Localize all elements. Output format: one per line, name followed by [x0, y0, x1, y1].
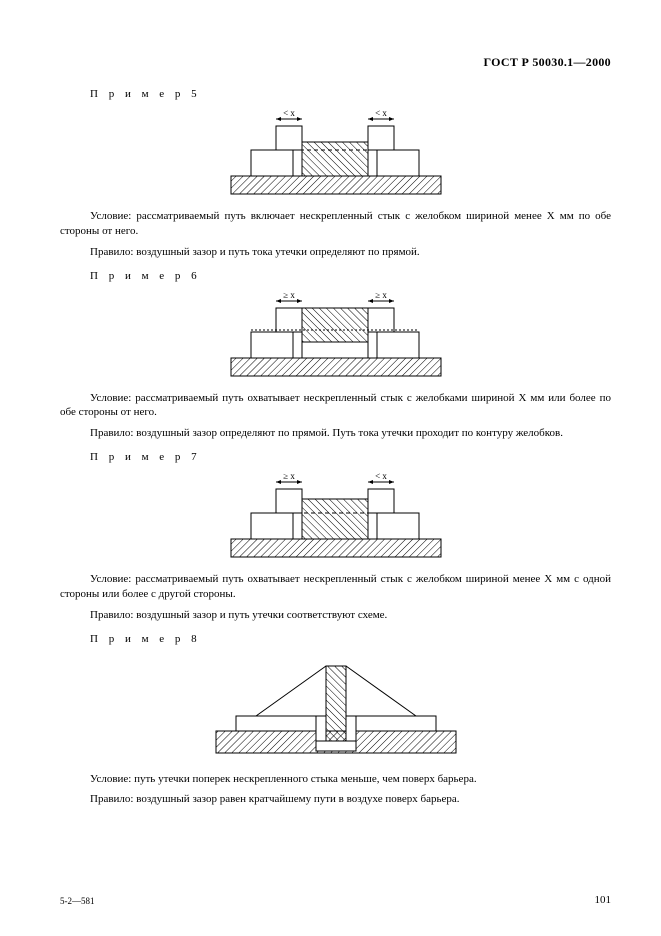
diagram-8	[206, 651, 466, 761]
dim-label-6r: ≥ x	[375, 290, 387, 300]
dim-label-6l: ≥ x	[283, 290, 295, 300]
example-label-8: П р и м е р 8	[90, 633, 611, 645]
diagram-7: ≥ x < x	[221, 469, 451, 561]
page-number: 101	[595, 894, 612, 906]
dim-arrow-right: < x	[368, 108, 394, 121]
footer-left: 5-2—581	[60, 896, 95, 906]
example-label-7: П р и м е р 7	[90, 451, 611, 463]
rule-7: Правило: воздушный зазор и путь утечки с…	[60, 608, 611, 623]
figure-7: ≥ x < x	[60, 469, 611, 566]
dim-label-left: < x	[283, 108, 295, 118]
dim-label-right: < x	[375, 108, 387, 118]
dim-label-7r: < x	[375, 471, 387, 481]
document-header: ГОСТ Р 50030.1—2000	[60, 55, 611, 70]
dim-label-7l: ≥ x	[283, 471, 295, 481]
rule-6: Правило: воздушный зазор определяют по п…	[60, 426, 611, 441]
rule-5: Правило: воздушный зазор и путь тока уте…	[60, 245, 611, 260]
figure-6: ≥ x ≥ x	[60, 288, 611, 385]
figure-8	[60, 651, 611, 766]
figure-5: < x < x	[60, 106, 611, 203]
diagram-6: ≥ x ≥ x	[221, 288, 451, 380]
condition-5: Условие: рассматриваемый путь включает н…	[60, 209, 611, 239]
condition-7: Условие: рассматриваемый путь охватывает…	[60, 572, 611, 602]
condition-8: Условие: путь утечки поперек нескрепленн…	[60, 772, 611, 787]
diagram-5: < x < x	[221, 106, 451, 198]
rule-8: Правило: воздушный зазор равен кратчайше…	[60, 792, 611, 807]
example-label-6: П р и м е р 6	[90, 270, 611, 282]
page: ГОСТ Р 50030.1—2000 П р и м е р 5	[0, 0, 661, 936]
dim-arrow-left: < x	[276, 108, 302, 121]
condition-6: Условие: рассматриваемый путь охватывает…	[60, 391, 611, 421]
example-label-5: П р и м е р 5	[90, 88, 611, 100]
